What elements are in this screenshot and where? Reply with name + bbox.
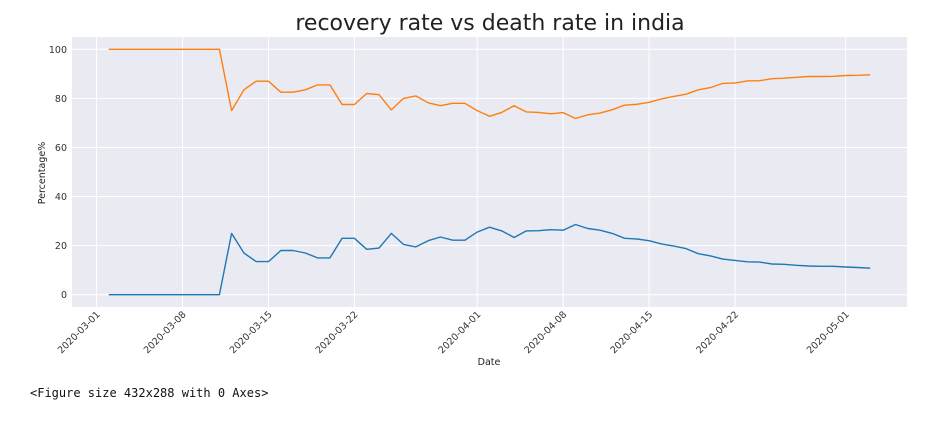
x-tick-label: 2020-03-01 [56,309,103,356]
chart-figure: recovery rate vs death rate in india 0 20… [37,11,907,368]
series-line-orange [108,48,871,120]
x-tick-label: 2020-04-08 [522,309,569,356]
y-tick-label: 60 [55,143,67,154]
y-axis-label: Percentage% [37,142,48,204]
x-axis-label: Date [478,357,501,368]
series-line-blue [108,223,871,296]
x-tick-label: 2020-03-15 [228,309,275,356]
x-tick-label: 2020-05-01 [805,309,852,356]
y-tick-label: 0 [61,290,67,301]
x-tick-label: 2020-03-08 [142,309,189,356]
x-tick-label: 2020-04-15 [608,309,655,356]
plot-area [72,37,907,307]
y-tick-label: 80 [55,94,67,105]
chart-title: recovery rate vs death rate in india [295,11,684,36]
notebook-output-text: <Figure size 432x288 with 0 Axes> [30,386,269,400]
y-tick-label: 40 [55,192,67,203]
series-layer [108,48,871,296]
y-tick-label: 100 [49,45,67,56]
x-tick-label: 2020-03-22 [314,309,361,356]
x-tick-label: 2020-04-22 [694,309,741,356]
x-tick-label: 2020-04-01 [437,309,484,356]
y-tick-label: 20 [55,241,67,252]
